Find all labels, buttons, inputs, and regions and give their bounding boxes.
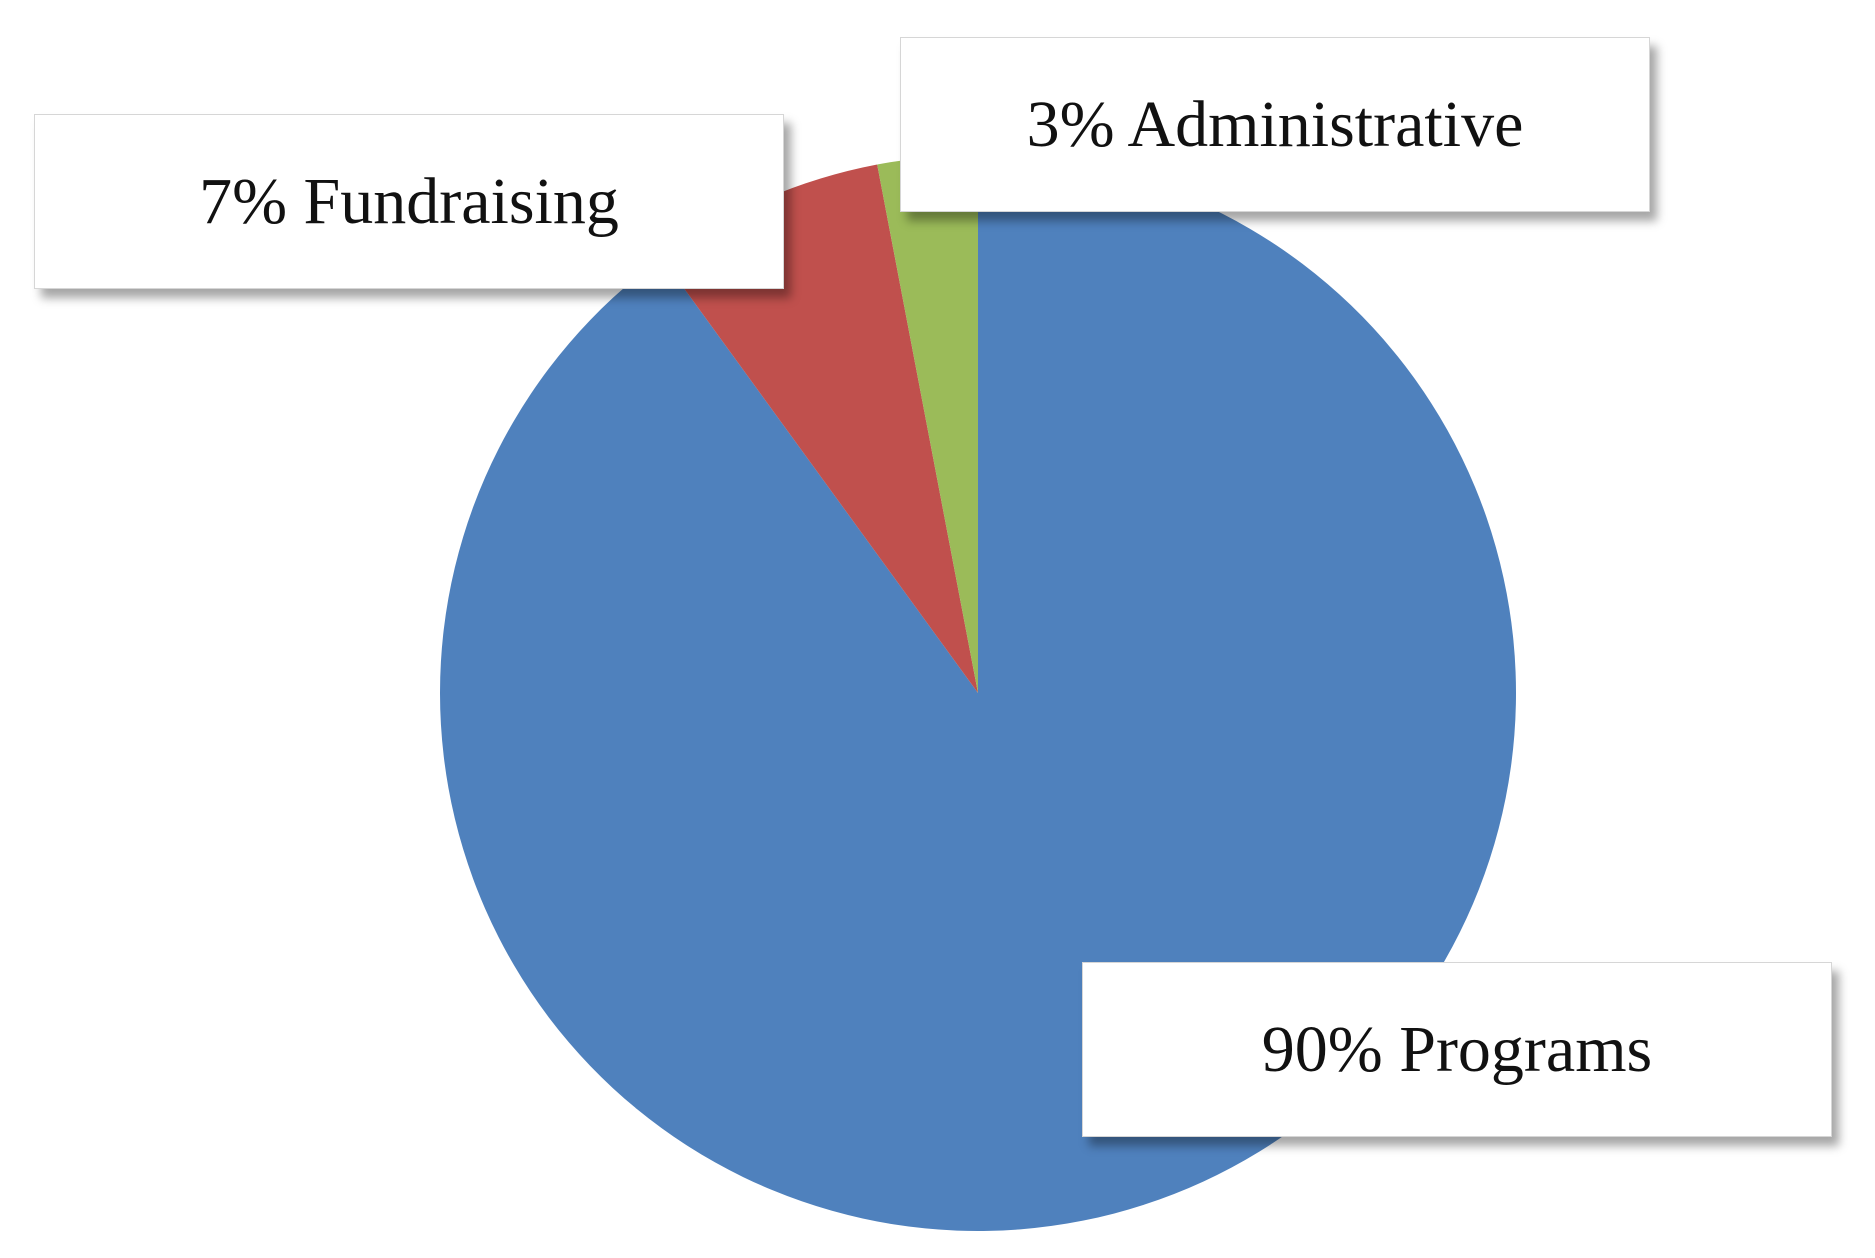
data-label-fundraising: 7% Fundraising [34,114,784,289]
data-label-programs: 90% Programs [1082,962,1832,1137]
pie-slice-fundraising [661,164,978,693]
data-label-administrative: 3% Administrative [900,37,1650,212]
pie-slice-administrative [877,155,978,693]
